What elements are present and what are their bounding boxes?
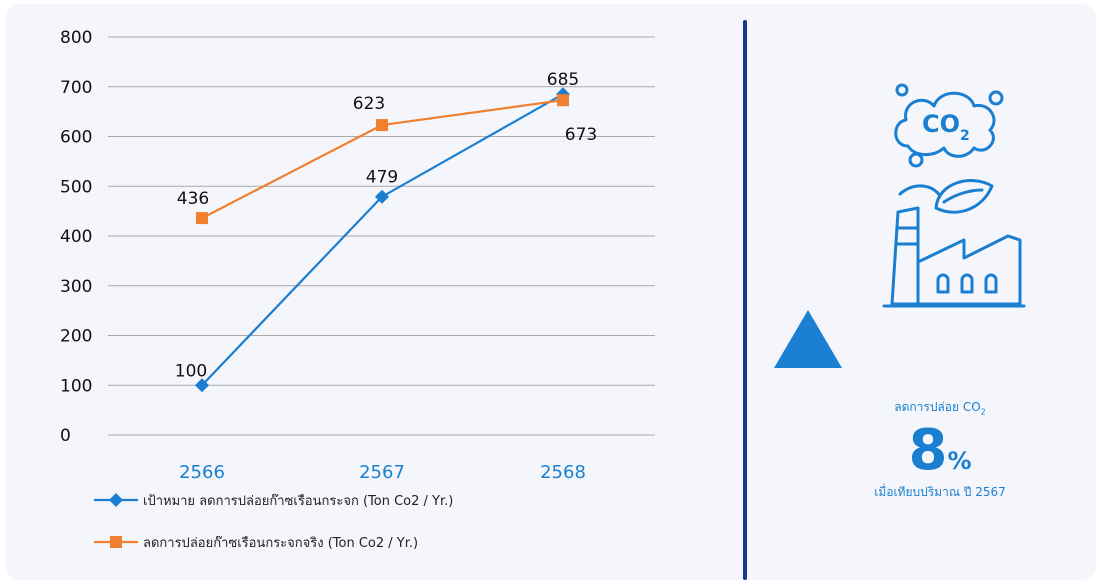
- data-label: 436: [177, 189, 209, 209]
- data-point-square: [196, 212, 208, 225]
- co2-subscript: 2: [980, 407, 986, 417]
- co2-factory-icon: CO 2: [882, 83, 1026, 308]
- reduction-percent: 8%: [840, 423, 1040, 479]
- data-point-square: [557, 94, 569, 107]
- x-tick-label: 2568: [540, 462, 586, 483]
- legend-label: ลดการปล่อยก๊าซเรือนกระจกจริง (Ton Co2 / …: [143, 535, 418, 551]
- data-label: 100: [175, 361, 207, 381]
- triangle-up-icon: [774, 310, 842, 368]
- y-tick-label: 400: [60, 227, 92, 247]
- y-tick-label: 500: [60, 177, 92, 197]
- data-point-square: [376, 119, 388, 132]
- data-point-diamond: [375, 189, 389, 204]
- comparison-text: เมื่อเทียบปริมาณ ปี 2567: [874, 485, 1006, 499]
- y-tick-label: 0: [60, 426, 71, 446]
- data-label: 479: [366, 168, 398, 188]
- y-tick-label: 700: [60, 78, 92, 98]
- data-label: 685: [547, 70, 579, 90]
- y-tick-label: 800: [60, 28, 92, 48]
- percent-sign: %: [947, 447, 972, 475]
- series-line: [201, 93, 564, 387]
- legend-label: เป้าหมาย ลดการปล่อยก๊าซเรือนกระจก (Ton C…: [143, 493, 453, 509]
- percent-value: 8: [908, 418, 948, 483]
- y-tick-label: 100: [60, 376, 92, 396]
- y-tick-label: 200: [60, 327, 92, 347]
- y-tick-label: 300: [60, 277, 92, 297]
- svg-text:2: 2: [960, 128, 970, 144]
- data-point-diamond: [195, 378, 209, 393]
- legend-marker: [110, 536, 122, 548]
- y-tick-label: 600: [60, 128, 92, 148]
- x-tick-label: 2566: [179, 462, 225, 483]
- data-label: 673: [565, 125, 597, 145]
- legend-marker: [109, 493, 123, 507]
- svg-text:CO: CO: [922, 110, 960, 138]
- vertical-divider: [743, 20, 747, 580]
- data-label: 623: [353, 94, 385, 114]
- line-chart: 0 100 200 300 400 500 600 700 800 2566 2567 2568 100…: [60, 28, 655, 551]
- reduction-label: ลดการปล่อย CO2: [894, 400, 986, 417]
- x-tick-label: 2567: [359, 462, 405, 483]
